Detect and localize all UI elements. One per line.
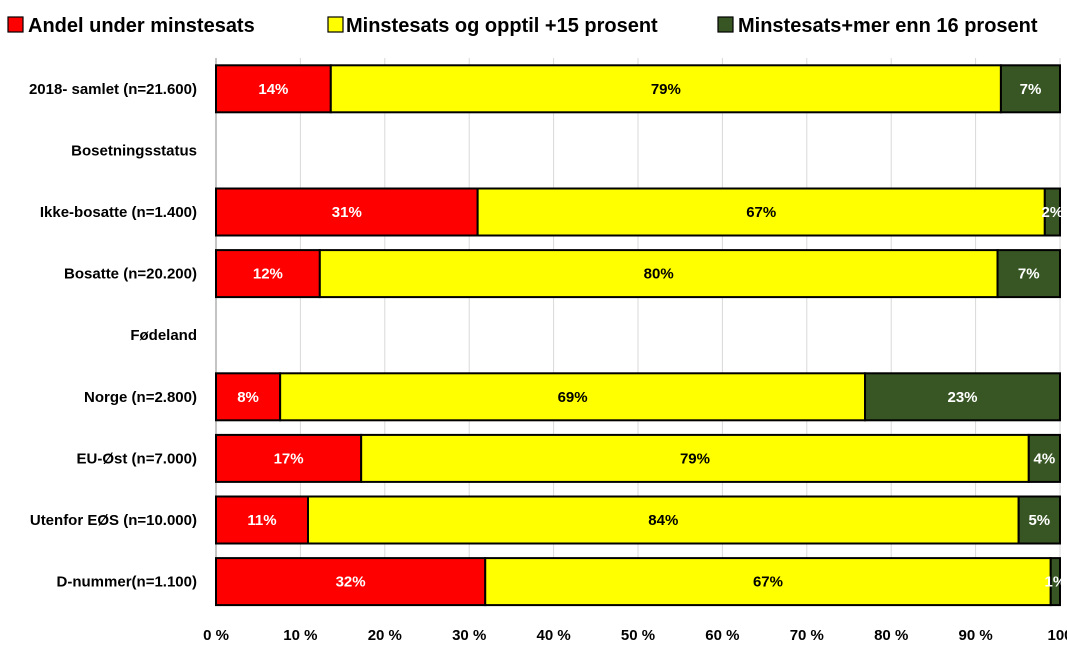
bar-segment bbox=[1027, 433, 1061, 483]
group-heading-row: Bosetningsstatus bbox=[71, 142, 197, 159]
bar-data-label: 31% bbox=[332, 204, 362, 221]
bar-segment bbox=[215, 557, 487, 607]
category-label: Norge (n=2.800) bbox=[84, 389, 197, 406]
bar-data-label: 80% bbox=[644, 266, 674, 283]
category-label: Ikke-bosatte (n=1.400) bbox=[40, 204, 197, 221]
bar-data-label: 17% bbox=[274, 450, 304, 467]
category-label: D-nummer(n=1.100) bbox=[57, 574, 197, 591]
bar-rows: 2018- samlet (n=21.600) 14% 79% 7% Bosetning… bbox=[29, 64, 1067, 607]
bar-segment bbox=[999, 64, 1061, 114]
bar-segment bbox=[318, 249, 999, 299]
x-tick-label: 50 % bbox=[621, 627, 655, 644]
category-label: EU-Øst (n=7.000) bbox=[77, 450, 197, 467]
bar-row: 2018- samlet (n=21.600) 14% 79% 7% bbox=[29, 64, 1061, 114]
bar-data-label: 67% bbox=[746, 204, 776, 221]
bar-segment bbox=[215, 372, 282, 422]
legend: Andel under minstesats Minstesats og opp… bbox=[7, 15, 1038, 37]
legend-label-mer-enn-16-prosent: Minstesats+mer enn 16 prosent bbox=[738, 15, 1038, 37]
bar-data-label: 4% bbox=[1034, 450, 1056, 467]
group-heading-label: Bosetningsstatus bbox=[71, 142, 197, 159]
x-axis: 0 % 10 % 20 % 30 % 40 % 50 % 60 % 70 % 80 % 90 % 1… bbox=[203, 58, 1067, 644]
bar-segment bbox=[1017, 495, 1061, 545]
bar-data-label: 12% bbox=[253, 266, 283, 283]
bar-segment bbox=[215, 433, 363, 483]
bar-data-label: 14% bbox=[258, 81, 288, 98]
bar-data-label: 69% bbox=[558, 389, 588, 406]
legend-swatch-mer-enn-16-prosent bbox=[717, 16, 734, 33]
category-label: Utenfor EØS (n=10.000) bbox=[30, 512, 197, 529]
bar-segment bbox=[1043, 187, 1061, 237]
legend-swatch-under-minstesats bbox=[7, 16, 24, 33]
x-tick-label: 70 % bbox=[790, 627, 824, 644]
bar-data-label: 11% bbox=[247, 512, 276, 529]
bar-data-label: 79% bbox=[680, 450, 710, 467]
x-tick-label: 80 % bbox=[874, 627, 908, 644]
bar-data-label: 67% bbox=[753, 574, 783, 591]
category-label: 2018- samlet (n=21.600) bbox=[29, 81, 197, 98]
bar-row: EU-Øst (n=7.000) 17% 79% 4% bbox=[77, 433, 1061, 483]
group-heading-label: Fødeland bbox=[130, 327, 197, 344]
legend-label-opptil-15-prosent: Minstesats og opptil +15 prosent bbox=[346, 15, 658, 37]
bar-row: Bosatte (n=20.200) 12% 80% 7% bbox=[64, 249, 1062, 299]
bar-row: Ikke-bosatte (n=1.400) 31% 67% 2% bbox=[40, 187, 1064, 237]
bar-data-label: 5% bbox=[1028, 512, 1050, 529]
bar-segment bbox=[215, 187, 479, 237]
x-tick-label: 60 % bbox=[705, 627, 739, 644]
x-tick-label: 0 % bbox=[203, 627, 229, 644]
bar-data-label: 2% bbox=[1042, 204, 1064, 221]
x-tick-label: 100 bbox=[1047, 627, 1067, 644]
x-tick-label: 20 % bbox=[368, 627, 402, 644]
x-tick-label: 90 % bbox=[958, 627, 992, 644]
bar-data-label: 8% bbox=[237, 389, 259, 406]
bar-data-label: 79% bbox=[651, 81, 681, 98]
bar-data-label: 7% bbox=[1020, 81, 1042, 98]
bar-segment bbox=[1049, 557, 1061, 607]
bar-segment bbox=[476, 187, 1046, 237]
bar-segment bbox=[215, 249, 321, 299]
bar-data-label: 1% bbox=[1045, 574, 1067, 591]
category-label: Bosatte (n=20.200) bbox=[64, 266, 197, 283]
group-heading-row: Fødeland bbox=[130, 327, 197, 344]
bar-segment bbox=[215, 64, 332, 114]
x-tick-label: 30 % bbox=[452, 627, 486, 644]
bar-segment bbox=[996, 249, 1062, 299]
x-tick-label: 40 % bbox=[536, 627, 570, 644]
bar-data-label: 7% bbox=[1018, 266, 1040, 283]
bar-segment bbox=[484, 557, 1052, 607]
bar-row: Utenfor EØS (n=10.000) 11% 84% 5% bbox=[30, 495, 1061, 545]
bar-row: Norge (n=2.800) 8% 69% 23% bbox=[84, 372, 1062, 422]
bar-data-label: 32% bbox=[336, 574, 366, 591]
bar-data-label: 23% bbox=[948, 389, 978, 406]
bar-data-label: 84% bbox=[648, 512, 678, 529]
legend-label-under-minstesats: Andel under minstesats bbox=[28, 15, 255, 37]
bar-segment bbox=[864, 372, 1062, 422]
bar-row: D-nummer(n=1.100) 32% 67% 1% bbox=[57, 557, 1067, 607]
x-tick-label: 10 % bbox=[283, 627, 317, 644]
bar-segment bbox=[360, 433, 1030, 483]
bar-segment bbox=[329, 64, 1002, 114]
legend-swatch-opptil-15-prosent bbox=[327, 16, 344, 33]
